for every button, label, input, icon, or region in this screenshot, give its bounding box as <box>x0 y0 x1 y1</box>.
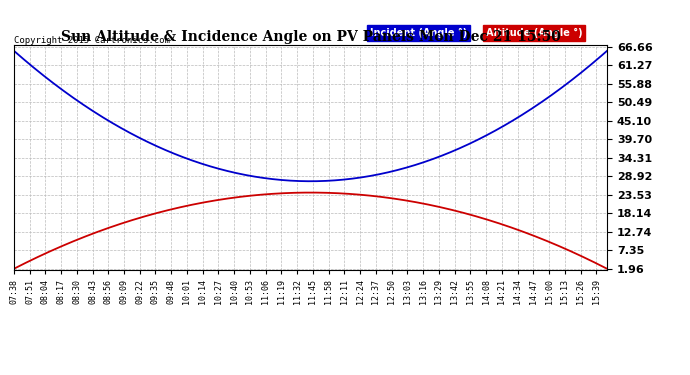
Title: Sun Altitude & Incidence Angle on PV Panels Mon Dec 21 15:50: Sun Altitude & Incidence Angle on PV Pan… <box>61 30 560 44</box>
Text: Incident (Angle °): Incident (Angle °) <box>370 28 467 38</box>
Text: Altitude (Angle °): Altitude (Angle °) <box>486 28 582 38</box>
Text: Copyright 2015 Cartronics.com: Copyright 2015 Cartronics.com <box>14 36 170 45</box>
